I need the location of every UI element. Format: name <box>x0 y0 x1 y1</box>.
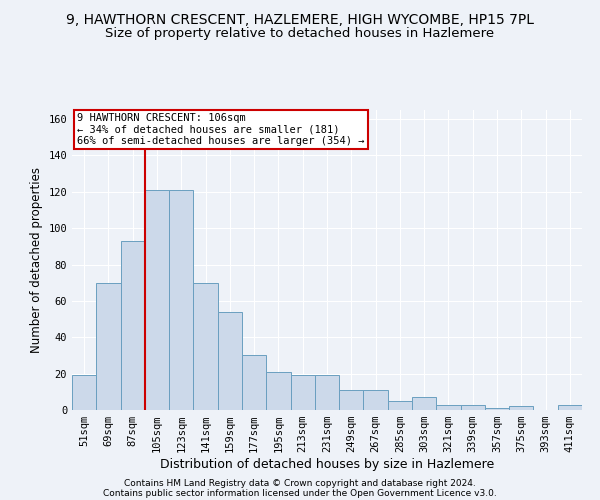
Bar <box>266 372 290 410</box>
Bar <box>461 404 485 410</box>
Text: Contains public sector information licensed under the Open Government Licence v3: Contains public sector information licen… <box>103 488 497 498</box>
Bar <box>412 398 436 410</box>
X-axis label: Distribution of detached houses by size in Hazlemere: Distribution of detached houses by size … <box>160 458 494 471</box>
Bar <box>388 401 412 410</box>
Bar <box>242 356 266 410</box>
Bar <box>364 390 388 410</box>
Bar <box>436 404 461 410</box>
Bar <box>218 312 242 410</box>
Bar <box>558 404 582 410</box>
Text: Contains HM Land Registry data © Crown copyright and database right 2024.: Contains HM Land Registry data © Crown c… <box>124 478 476 488</box>
Bar <box>315 376 339 410</box>
Bar <box>339 390 364 410</box>
Text: 9, HAWTHORN CRESCENT, HAZLEMERE, HIGH WYCOMBE, HP15 7PL: 9, HAWTHORN CRESCENT, HAZLEMERE, HIGH WY… <box>66 12 534 26</box>
Bar <box>145 190 169 410</box>
Text: 9 HAWTHORN CRESCENT: 106sqm
← 34% of detached houses are smaller (181)
66% of se: 9 HAWTHORN CRESCENT: 106sqm ← 34% of det… <box>77 113 365 146</box>
Bar <box>72 376 96 410</box>
Bar <box>169 190 193 410</box>
Bar <box>290 376 315 410</box>
Bar <box>485 408 509 410</box>
Bar <box>193 282 218 410</box>
Bar <box>121 241 145 410</box>
Y-axis label: Number of detached properties: Number of detached properties <box>30 167 43 353</box>
Text: Size of property relative to detached houses in Hazlemere: Size of property relative to detached ho… <box>106 28 494 40</box>
Bar <box>509 406 533 410</box>
Bar <box>96 282 121 410</box>
